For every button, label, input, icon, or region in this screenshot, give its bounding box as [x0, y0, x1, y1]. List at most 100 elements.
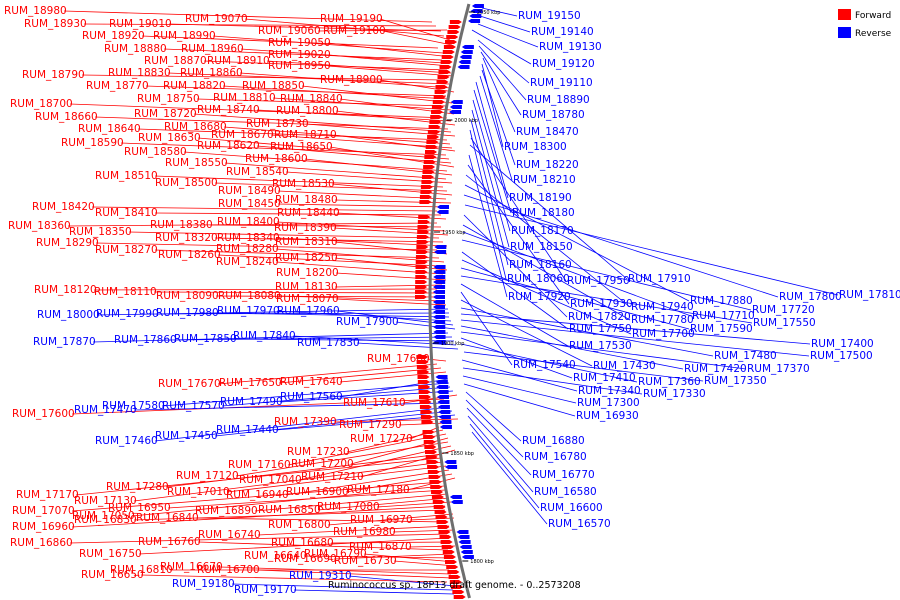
gene-label: RUM_16810	[110, 564, 173, 576]
label-connector	[193, 113, 452, 133]
forward-gene	[420, 415, 433, 419]
forward-gene	[415, 280, 428, 284]
gene-label: RUM_17160	[228, 459, 291, 471]
map-caption: Ruminococcus sp. 18P13 draft genome. - 0…	[328, 580, 581, 591]
gene-label: RUM_19110	[530, 77, 593, 89]
gene-features	[415, 4, 484, 599]
gene-label: RUM_18210	[513, 174, 576, 186]
forward-gene	[430, 115, 443, 119]
forward-gene	[434, 90, 447, 94]
gene-label: RUM_17820	[568, 311, 631, 323]
gene-label: RUM_18870	[144, 55, 207, 67]
label-connector	[83, 23, 437, 27]
gene-label: RUM_18750	[137, 93, 200, 105]
gene-label: RUM_17870	[33, 336, 96, 348]
forward-gene	[436, 80, 449, 84]
forward-gene	[415, 260, 428, 264]
reverse-gene	[436, 385, 449, 389]
label-connector	[235, 441, 449, 477]
gene-label: RUM_18880	[104, 43, 167, 55]
gene-label: RUM_18530	[272, 178, 335, 190]
gene-label: RUM_16680	[271, 537, 334, 549]
gene-label: RUM_17470	[74, 404, 137, 416]
label-connector	[460, 343, 638, 383]
gene-label: RUM_18720	[134, 108, 197, 120]
label-connector	[461, 239, 752, 311]
label-connector	[278, 367, 442, 384]
forward-gene	[422, 430, 435, 434]
forward-gene	[415, 270, 428, 274]
reverse-gene	[444, 460, 457, 464]
label-connector	[334, 241, 448, 255]
label-connector	[472, 99, 511, 232]
gene-label: RUM_16870	[349, 541, 412, 553]
forward-gene	[425, 150, 437, 154]
gene-label: RUM_18340	[217, 232, 280, 244]
gene-label: RUM_16850	[258, 504, 321, 516]
gene-label: RUM_18070	[276, 293, 339, 305]
forward-gene	[439, 535, 452, 539]
reverse-gene	[433, 285, 446, 289]
label-connector	[209, 224, 442, 228]
gene-label: RUM_18670	[211, 129, 274, 141]
forward-gene	[417, 230, 430, 234]
gene-label: RUM_17330	[643, 388, 706, 400]
label-connector	[133, 509, 446, 521]
forward-gene	[447, 570, 460, 574]
forward-gene	[421, 420, 434, 424]
label-connector	[481, 63, 504, 148]
label-connector	[153, 291, 442, 294]
gene-label: RUM_18120	[34, 284, 97, 296]
label-connector	[254, 493, 448, 512]
gene-label: RUM_16800	[268, 519, 331, 531]
forward-gene	[435, 85, 448, 89]
gene-label: RUM_17780	[631, 314, 694, 326]
label-connector	[466, 407, 532, 476]
gene-label: RUM_16980	[333, 526, 396, 538]
forward-gene	[418, 385, 431, 389]
forward-gene	[433, 505, 446, 509]
label-connector	[475, 81, 509, 199]
gene-label: RUM_17650	[219, 377, 282, 389]
label-connector	[481, 7, 518, 17]
forward-gene	[452, 590, 465, 594]
reverse-gene	[468, 19, 481, 23]
gene-label: RUM_16900	[286, 486, 349, 498]
reverse-gene	[433, 315, 446, 319]
gene-label: RUM_18920	[82, 30, 145, 42]
reverse-gene	[459, 55, 472, 59]
label-connector	[161, 382, 450, 407]
label-connector	[460, 331, 747, 370]
label-connector	[277, 203, 449, 208]
tick-label: 2000 kbp	[454, 118, 478, 124]
forward-gene	[415, 290, 428, 294]
gene-label: RUM_18840	[280, 93, 343, 105]
forward-gene	[419, 200, 432, 204]
gene-label: RUM_18860	[180, 67, 243, 79]
gene-label: RUM_18830	[108, 67, 171, 79]
gene-label: RUM_17080	[317, 501, 380, 513]
forward-gene	[416, 360, 429, 364]
gene-label: RUM_16740	[198, 529, 261, 541]
forward-gene	[423, 440, 436, 444]
reverse-gene	[436, 390, 449, 394]
label-connector	[461, 251, 569, 330]
gene-label: RUM_18420	[32, 201, 95, 213]
label-connector	[222, 85, 450, 100]
gene-label: RUM_17440	[216, 424, 279, 436]
forward-gene	[424, 445, 437, 449]
gene-label: RUM_16730	[334, 555, 397, 567]
gene-label: RUM_18180	[512, 207, 575, 219]
reverse-gene	[459, 545, 472, 549]
label-connector	[460, 267, 690, 330]
label-connector	[335, 298, 447, 306]
gene-label: RUM_16960	[12, 521, 75, 533]
label-connectors	[63, 7, 839, 595]
forward-gene	[415, 265, 428, 269]
gene-label: RUM_18680	[164, 121, 227, 133]
label-connector	[409, 517, 455, 521]
label-connector	[120, 142, 447, 156]
forward-gene	[434, 510, 447, 514]
gene-label: RUM_17540	[513, 359, 576, 371]
label-connector	[467, 164, 570, 305]
